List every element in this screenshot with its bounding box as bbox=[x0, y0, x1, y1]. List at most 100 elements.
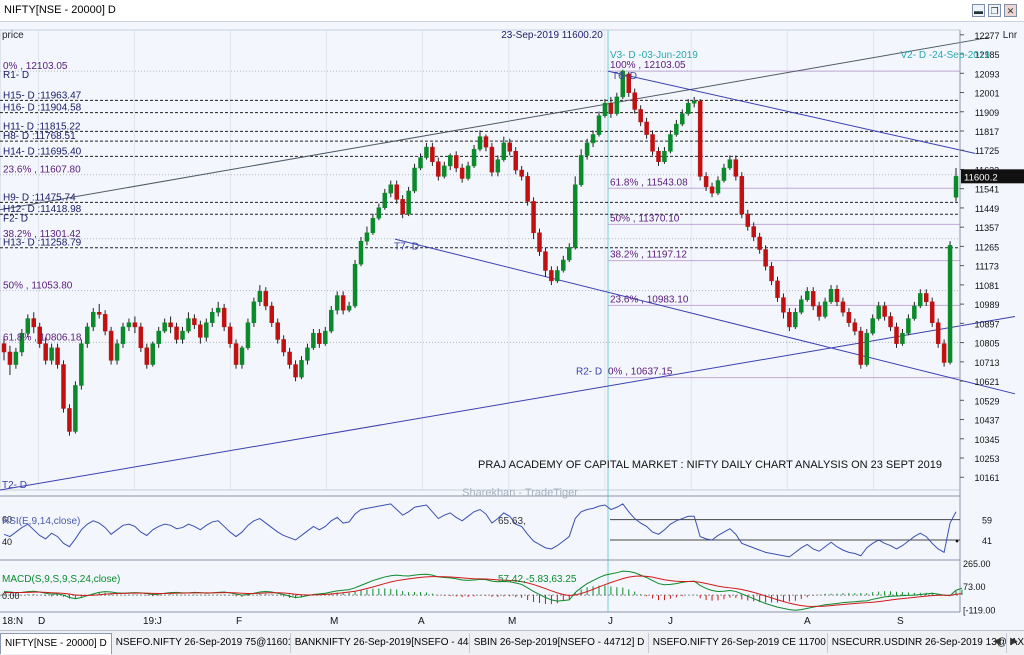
candle-body bbox=[400, 199, 405, 215]
candle-body bbox=[126, 322, 132, 328]
candle-body bbox=[715, 180, 721, 194]
candle-body bbox=[251, 301, 257, 323]
date-axis-label: A bbox=[804, 616, 811, 627]
price-label: price bbox=[2, 30, 24, 41]
price-tick-label: 11357 bbox=[975, 223, 999, 233]
candle-body bbox=[382, 192, 388, 208]
price-tick-label: 11449 bbox=[975, 204, 999, 214]
candles[interactable] bbox=[1, 69, 959, 436]
date-axis-label: M bbox=[330, 616, 338, 627]
last-price-label: 11600.2 bbox=[964, 172, 998, 183]
macd-label: MACD(S,9,S,9,S,24,close) bbox=[2, 574, 120, 585]
macd-value: 57.42,-5.83,63.25 bbox=[498, 574, 577, 585]
candle-body bbox=[763, 249, 768, 267]
candle-body bbox=[691, 100, 697, 104]
candle-body bbox=[436, 161, 441, 177]
candle-body bbox=[96, 312, 102, 315]
candle-body bbox=[61, 364, 66, 409]
level-label: H11- D :11815.22 bbox=[3, 121, 81, 132]
candle-body bbox=[394, 184, 399, 200]
price-tick-label: 10161 bbox=[974, 473, 999, 483]
candle-body bbox=[132, 322, 138, 328]
candle-body bbox=[733, 159, 739, 177]
level-label: R1- D bbox=[3, 70, 29, 81]
chart-background bbox=[0, 22, 1024, 630]
price-tick-label: 10713 bbox=[974, 358, 999, 368]
candle-body bbox=[953, 176, 959, 198]
candle-body bbox=[227, 326, 233, 344]
scale-mode-label[interactable]: Lnr bbox=[1003, 30, 1018, 41]
candle-body bbox=[549, 270, 554, 282]
candle-body bbox=[334, 295, 340, 311]
candle-body bbox=[781, 297, 786, 313]
candle-body bbox=[894, 326, 899, 344]
candle-body bbox=[174, 326, 179, 340]
date-axis-label: 18:N bbox=[2, 616, 23, 627]
candle-body bbox=[299, 360, 304, 378]
candle-body bbox=[620, 70, 626, 98]
candle-body bbox=[430, 146, 435, 162]
symbol-tab[interactable]: NSEFO.NIFTY 26-Sep-2019 75@11601.4( bbox=[112, 633, 291, 653]
trend-lines bbox=[0, 36, 1016, 491]
price-tick-label: 10529 bbox=[974, 396, 999, 406]
macd-tick-label: 265.00 bbox=[963, 559, 991, 569]
date-axis-label: A bbox=[418, 616, 425, 627]
candle-body bbox=[947, 245, 953, 363]
candle-body bbox=[79, 343, 84, 386]
symbol-tab[interactable]: NIFTY[NSE - 20000] D bbox=[0, 633, 112, 654]
symbol-tab-bar: NIFTY[NSE - 20000] D NSEFO.NIFTY 26-Sep-2… bbox=[0, 630, 1024, 655]
tab-scroll-right-icon[interactable]: ▶ bbox=[1010, 636, 1018, 647]
candle-body bbox=[192, 318, 197, 326]
candle-body bbox=[418, 157, 423, 169]
candle-body bbox=[602, 102, 608, 116]
tab-scroll-left-icon[interactable]: ◀ bbox=[993, 636, 1001, 647]
symbol-tab[interactable]: NSEFO.NIFTY 26-Sep-2019 CE 11700 15( bbox=[649, 633, 828, 653]
candle-body bbox=[55, 347, 60, 365]
chart-title: PRAJ ACADEMY OF CAPITAL MARKET : NIFTY D… bbox=[478, 459, 942, 471]
candle-body bbox=[775, 280, 780, 298]
candle-body bbox=[364, 232, 370, 242]
date-axis-label: J bbox=[668, 616, 673, 627]
candle-body bbox=[287, 351, 292, 365]
candle-body bbox=[465, 165, 471, 179]
restore-button[interactable]: ❐ bbox=[988, 4, 1001, 17]
candle-body bbox=[49, 347, 54, 361]
rsi-label: RSI(E,9,14,close) bbox=[2, 516, 80, 527]
date-axis-label: 19:J bbox=[143, 616, 162, 627]
candle-body bbox=[519, 169, 524, 177]
price-tick-label: 12185 bbox=[974, 50, 999, 60]
price-tick-label: 11541 bbox=[975, 185, 999, 195]
candle-body bbox=[329, 309, 334, 332]
candle-body bbox=[19, 332, 25, 353]
macd-left-tick: 0.00 bbox=[2, 591, 20, 601]
candle-body bbox=[537, 232, 542, 252]
candle-body bbox=[572, 184, 578, 248]
candle-body bbox=[210, 312, 215, 323]
candle-body bbox=[924, 293, 929, 303]
minimize-button[interactable]: ▬ bbox=[972, 4, 985, 17]
candle-body bbox=[608, 102, 614, 114]
symbol-tab[interactable]: BANKNIFTY 26-Sep-2019[NSEFO - 4446( bbox=[291, 633, 470, 653]
close-button[interactable]: ✕ bbox=[1004, 4, 1017, 17]
candle-body bbox=[376, 207, 382, 219]
candle-body bbox=[168, 322, 173, 328]
candle-body bbox=[25, 318, 31, 334]
candle-body bbox=[697, 100, 703, 177]
candle-body bbox=[876, 305, 881, 319]
candle-body bbox=[828, 289, 834, 303]
candle-body bbox=[507, 142, 512, 152]
candle-body bbox=[739, 176, 745, 215]
symbol-tab[interactable]: NSECURR.USDINR 26-Sep-2019 13@70.9 bbox=[828, 633, 1007, 653]
rsi-panel: 59 41 60 40 bbox=[0, 495, 992, 558]
candle-body bbox=[787, 312, 792, 328]
symbol-tab[interactable]: AXISBANK[NSE - 5900] D bbox=[1007, 633, 1024, 653]
rsi-tick-label: 41 bbox=[982, 536, 992, 546]
candle-body bbox=[799, 299, 804, 313]
level-label: H9- D :11475.74 bbox=[3, 192, 76, 203]
macd-tick-label: [-119.00 bbox=[963, 605, 995, 615]
level-label: 50% , 11053.80 bbox=[3, 281, 73, 292]
symbol-tab[interactable]: SBIN 26-Sep-2019[NSEFO - 44712] D bbox=[470, 633, 649, 653]
price-tick-label: 10621 bbox=[974, 377, 999, 387]
